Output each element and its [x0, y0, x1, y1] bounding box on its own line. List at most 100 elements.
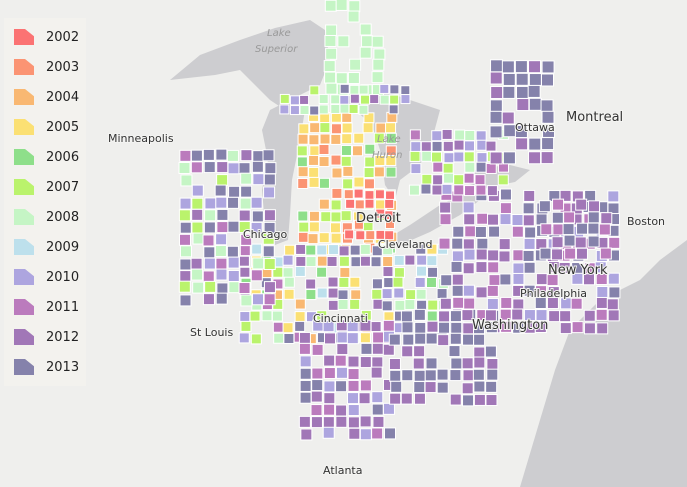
- county-shape[interactable]: [364, 143, 376, 155]
- county-shape[interactable]: [330, 123, 342, 135]
- legend-item-2003[interactable]: 2003: [4, 52, 86, 82]
- legend-item-2010[interactable]: 2010: [4, 262, 86, 292]
- county-shape[interactable]: [298, 331, 311, 344]
- county-shape[interactable]: [420, 141, 432, 153]
- county-shape[interactable]: [297, 210, 309, 222]
- county-shape[interactable]: [324, 71, 337, 84]
- county-shape[interactable]: [374, 189, 385, 200]
- county-shape[interactable]: [527, 84, 541, 98]
- county-shape[interactable]: [239, 266, 251, 278]
- county-shape[interactable]: [283, 332, 295, 344]
- county-shape[interactable]: [359, 319, 372, 332]
- county-shape[interactable]: [595, 308, 608, 321]
- county-shape[interactable]: [335, 415, 348, 428]
- legend-item-2004[interactable]: 2004: [4, 82, 86, 112]
- county-shape[interactable]: [607, 190, 620, 203]
- county-shape[interactable]: [401, 369, 414, 382]
- county-shape[interactable]: [511, 225, 524, 238]
- county-shape[interactable]: [499, 213, 512, 226]
- county-shape[interactable]: [490, 86, 504, 100]
- county-shape[interactable]: [394, 299, 406, 311]
- county-shape[interactable]: [215, 257, 228, 270]
- county-shape[interactable]: [308, 210, 320, 222]
- county-shape[interactable]: [371, 288, 383, 300]
- county-shape[interactable]: [349, 276, 361, 288]
- county-shape[interactable]: [558, 261, 571, 274]
- county-shape[interactable]: [393, 287, 405, 299]
- county-shape[interactable]: [462, 238, 475, 251]
- legend-item-2002[interactable]: 2002: [4, 22, 86, 52]
- county-shape[interactable]: [353, 132, 365, 144]
- county-shape[interactable]: [535, 309, 548, 322]
- county-shape[interactable]: [216, 282, 229, 295]
- county-shape[interactable]: [311, 367, 324, 380]
- county-shape[interactable]: [227, 196, 240, 209]
- county-shape[interactable]: [541, 110, 555, 124]
- county-shape[interactable]: [350, 256, 362, 268]
- county-shape[interactable]: [263, 258, 276, 271]
- county-shape[interactable]: [204, 209, 217, 222]
- county-shape[interactable]: [204, 197, 217, 210]
- county-shape[interactable]: [214, 244, 227, 257]
- county-shape[interactable]: [409, 129, 421, 141]
- county-shape[interactable]: [437, 334, 450, 347]
- county-shape[interactable]: [279, 104, 290, 115]
- county-shape[interactable]: [316, 287, 328, 299]
- county-shape[interactable]: [476, 237, 489, 250]
- county-shape[interactable]: [385, 166, 397, 178]
- county-shape[interactable]: [486, 284, 499, 297]
- county-shape[interactable]: [330, 232, 342, 244]
- county-shape[interactable]: [226, 245, 239, 258]
- county-shape[interactable]: [390, 380, 403, 393]
- county-shape[interactable]: [227, 256, 240, 269]
- county-shape[interactable]: [498, 238, 511, 251]
- county-shape[interactable]: [215, 268, 228, 281]
- county-shape[interactable]: [299, 355, 312, 368]
- county-shape[interactable]: [485, 380, 498, 393]
- county-shape[interactable]: [282, 254, 294, 266]
- county-shape[interactable]: [240, 149, 253, 162]
- county-shape[interactable]: [240, 233, 253, 246]
- county-shape[interactable]: [359, 23, 372, 36]
- county-shape[interactable]: [524, 226, 537, 239]
- county-shape[interactable]: [461, 309, 474, 322]
- county-shape[interactable]: [347, 10, 360, 23]
- county-shape[interactable]: [382, 343, 395, 356]
- county-shape[interactable]: [330, 133, 342, 145]
- county-shape[interactable]: [552, 223, 565, 236]
- county-shape[interactable]: [305, 289, 317, 301]
- county-shape[interactable]: [251, 243, 263, 255]
- county-shape[interactable]: [318, 177, 330, 189]
- county-shape[interactable]: [322, 426, 335, 439]
- county-shape[interactable]: [347, 392, 360, 405]
- county-shape[interactable]: [324, 34, 337, 47]
- county-shape[interactable]: [299, 94, 310, 105]
- county-shape[interactable]: [339, 103, 350, 114]
- county-shape[interactable]: [349, 84, 360, 95]
- county-shape[interactable]: [528, 97, 542, 111]
- county-shape[interactable]: [179, 294, 192, 307]
- county-shape[interactable]: [436, 381, 449, 394]
- county-shape[interactable]: [400, 392, 413, 405]
- county-shape[interactable]: [404, 254, 416, 266]
- county-shape[interactable]: [463, 248, 476, 261]
- county-shape[interactable]: [512, 298, 525, 311]
- county-shape[interactable]: [353, 188, 364, 199]
- county-shape[interactable]: [192, 232, 205, 245]
- county-shape[interactable]: [373, 166, 385, 178]
- county-shape[interactable]: [442, 140, 454, 152]
- county-shape[interactable]: [534, 297, 547, 310]
- county-shape[interactable]: [305, 278, 317, 290]
- county-shape[interactable]: [250, 269, 263, 282]
- county-shape[interactable]: [347, 368, 360, 381]
- county-shape[interactable]: [441, 128, 453, 140]
- county-shape[interactable]: [414, 332, 427, 345]
- county-shape[interactable]: [462, 201, 475, 214]
- county-shape[interactable]: [323, 403, 336, 416]
- county-shape[interactable]: [540, 151, 554, 165]
- county-shape[interactable]: [180, 245, 193, 258]
- county-shape[interactable]: [372, 415, 385, 428]
- county-shape[interactable]: [322, 416, 335, 429]
- county-shape[interactable]: [594, 261, 607, 274]
- county-shape[interactable]: [342, 178, 354, 190]
